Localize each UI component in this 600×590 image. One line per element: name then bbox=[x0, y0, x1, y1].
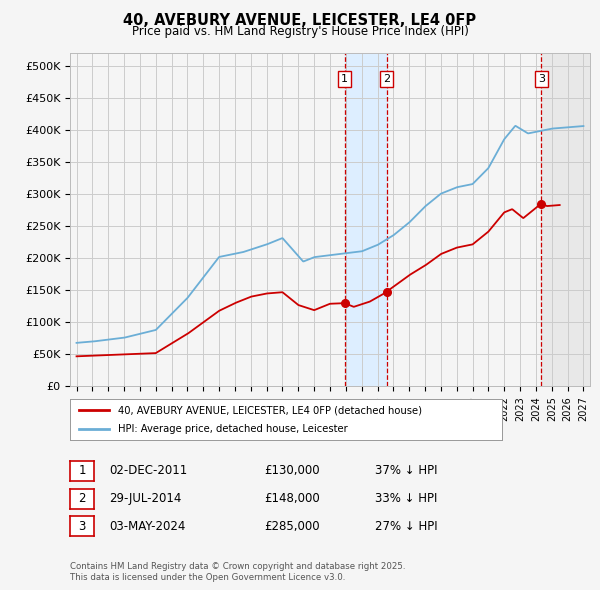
Text: 2: 2 bbox=[79, 492, 86, 505]
Text: Price paid vs. HM Land Registry's House Price Index (HPI): Price paid vs. HM Land Registry's House … bbox=[131, 25, 469, 38]
Text: 3: 3 bbox=[79, 520, 86, 533]
Text: HPI: Average price, detached house, Leicester: HPI: Average price, detached house, Leic… bbox=[118, 424, 347, 434]
Bar bbox=[541, 53, 590, 386]
Text: 02-DEC-2011: 02-DEC-2011 bbox=[109, 464, 187, 477]
Text: 03-MAY-2024: 03-MAY-2024 bbox=[109, 520, 185, 533]
Text: 29-JUL-2014: 29-JUL-2014 bbox=[109, 492, 182, 505]
Text: £130,000: £130,000 bbox=[264, 464, 320, 477]
Text: This data is licensed under the Open Government Licence v3.0.: This data is licensed under the Open Gov… bbox=[70, 573, 346, 582]
Text: 1: 1 bbox=[341, 74, 348, 84]
Text: £285,000: £285,000 bbox=[264, 520, 320, 533]
Text: 33% ↓ HPI: 33% ↓ HPI bbox=[375, 492, 437, 505]
Text: 40, AVEBURY AVENUE, LEICESTER, LE4 0FP (detached house): 40, AVEBURY AVENUE, LEICESTER, LE4 0FP (… bbox=[118, 405, 422, 415]
Text: £148,000: £148,000 bbox=[264, 492, 320, 505]
Text: 2: 2 bbox=[383, 74, 390, 84]
Text: 27% ↓ HPI: 27% ↓ HPI bbox=[375, 520, 437, 533]
Text: 37% ↓ HPI: 37% ↓ HPI bbox=[375, 464, 437, 477]
Bar bbox=[344, 53, 387, 386]
Text: Contains HM Land Registry data © Crown copyright and database right 2025.: Contains HM Land Registry data © Crown c… bbox=[70, 562, 406, 571]
Text: 40, AVEBURY AVENUE, LEICESTER, LE4 0FP: 40, AVEBURY AVENUE, LEICESTER, LE4 0FP bbox=[124, 13, 476, 28]
Text: 3: 3 bbox=[538, 74, 545, 84]
Text: 1: 1 bbox=[79, 464, 86, 477]
